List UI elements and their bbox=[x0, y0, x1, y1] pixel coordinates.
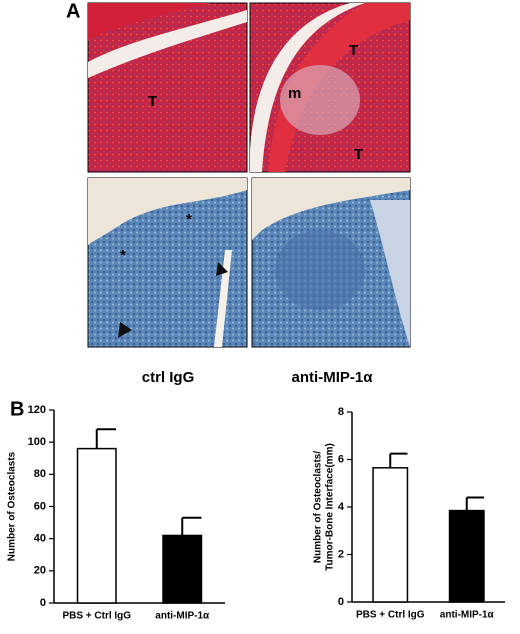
y-tick-label: 4 bbox=[338, 501, 345, 513]
bar bbox=[162, 534, 203, 604]
histology-top-left bbox=[87, 2, 248, 173]
y-tick-label: 60 bbox=[34, 500, 46, 512]
y-axis-label: Number of Osteoclasts bbox=[7, 451, 18, 561]
y-tick-label: 80 bbox=[34, 468, 46, 480]
image-marker: T bbox=[148, 93, 157, 110]
x-tick-label: PBS + Ctrl IgG bbox=[356, 610, 425, 621]
y-tick-label: 0 bbox=[338, 596, 344, 608]
y-tick-label: 6 bbox=[338, 453, 344, 465]
y-tick-label: 40 bbox=[34, 533, 46, 545]
panel-label: A bbox=[66, 0, 80, 22]
y-tick-label: 2 bbox=[338, 548, 344, 560]
x-tick-label: anti-MIP-1α bbox=[155, 611, 210, 622]
y-tick-label: 100 bbox=[28, 436, 46, 448]
y-axis-label: Number of Osteoclasts/ bbox=[313, 451, 324, 563]
histology-bottom-right bbox=[251, 177, 411, 348]
y-tick-label: 20 bbox=[34, 565, 46, 577]
image-marker: * bbox=[120, 247, 126, 264]
bar bbox=[448, 509, 485, 603]
image-marker: * bbox=[186, 211, 192, 228]
image-marker: T bbox=[354, 146, 363, 163]
histology-bottom-left bbox=[87, 177, 248, 348]
column-label: ctrl IgG bbox=[142, 369, 195, 386]
y-tick-label: 120 bbox=[28, 404, 46, 416]
bar bbox=[76, 447, 117, 604]
x-tick-label: PBS + Ctrl IgG bbox=[62, 611, 131, 622]
bar bbox=[372, 467, 409, 603]
y-axis-label: Tumor-Bone Interface(mm) bbox=[325, 443, 336, 571]
panel-label: B bbox=[10, 398, 24, 420]
column-label: anti-MIP-1α bbox=[292, 369, 374, 386]
image-marker: m bbox=[288, 85, 301, 102]
x-tick-label: anti-MIP-1α bbox=[440, 610, 495, 621]
histology-top-right bbox=[249, 2, 411, 173]
y-tick-label: 0 bbox=[40, 597, 46, 609]
y-tick-label: 8 bbox=[338, 406, 344, 418]
image-marker: T bbox=[349, 42, 358, 59]
